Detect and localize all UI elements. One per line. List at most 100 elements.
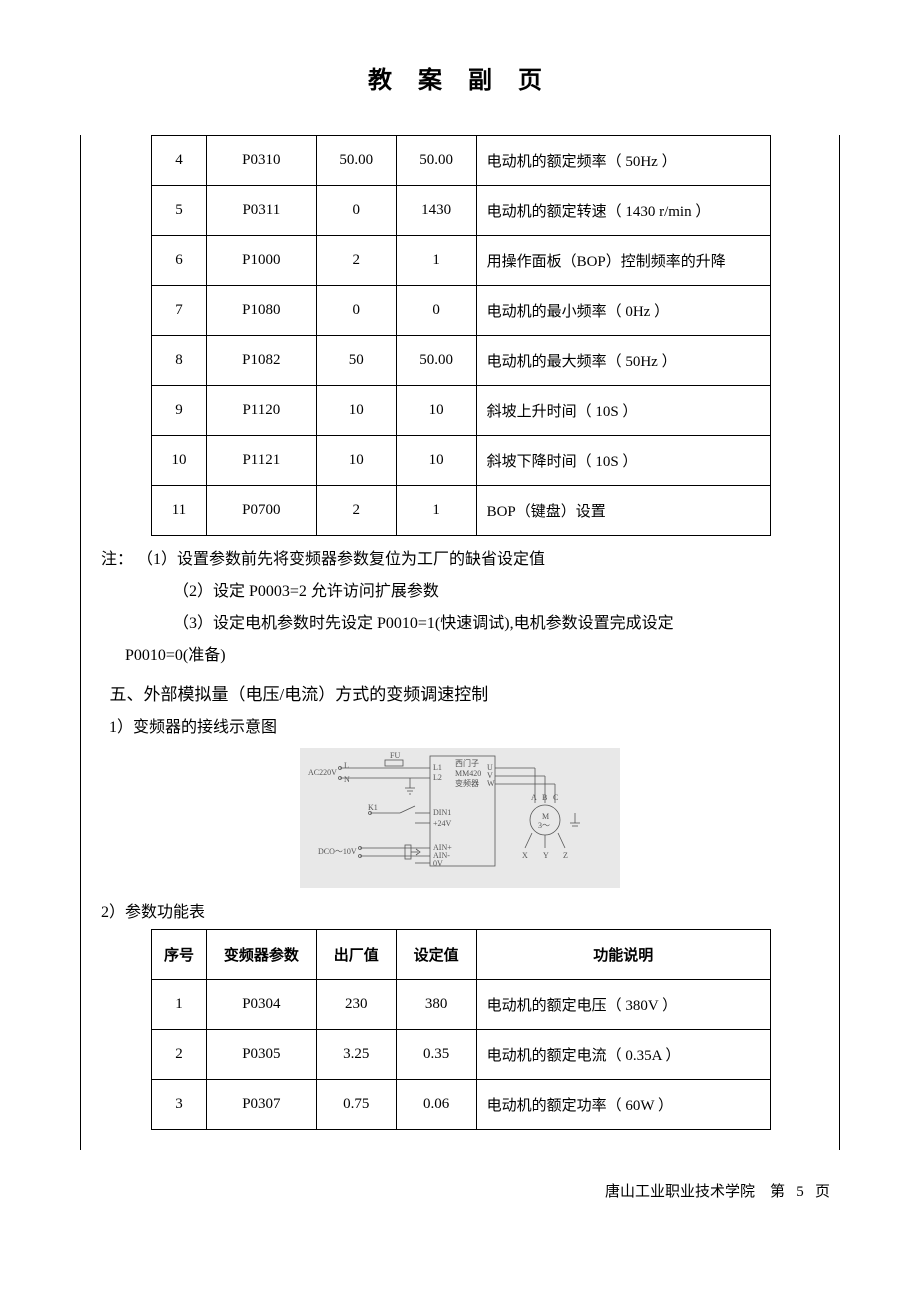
table-row: 11 P0700 2 1 BOP（键盘）设置 [152,486,771,536]
cell-seq: 7 [152,286,207,336]
cell-seq: 1 [152,980,207,1030]
note-3a: （3）设定电机参数时先设定 P0010=1(快速调试),电机参数设置完成设定 [101,608,819,640]
sub-heading-2: 2）参数功能表 [101,897,819,929]
cell-param: P0700 [206,486,316,536]
wiring-diagram: AC220V L N FU L1 L2 西门子 MM420 变频器 U V W … [101,748,819,893]
svg-text:M: M [542,812,549,821]
svg-text:L2: L2 [433,773,442,782]
svg-text:DIN1: DIN1 [433,808,451,817]
svg-text:B: B [542,793,547,802]
content-frame: 4 P0310 50.00 50.00 电动机的额定频率（ 50Hz ） 5 P… [80,135,840,1150]
cell-factory: 230 [316,980,396,1030]
cell-factory: 0.75 [316,1080,396,1130]
table-row: 1 P0304 230 380 电动机的额定电压（ 380V ） [152,980,771,1030]
table-row: 7 P1080 0 0 电动机的最小频率（ 0Hz ） [152,286,771,336]
table-header-row: 序号 变频器参数 出厂值 设定值 功能说明 [152,930,771,980]
cell-seq: 4 [152,136,207,186]
cell-set: 1 [396,486,476,536]
sub-heading-1: 1）变频器的接线示意图 [101,712,819,744]
cell-set: 0.35 [396,1030,476,1080]
svg-text:C: C [553,793,558,802]
cell-desc: 斜坡上升时间（ 10S ） [476,386,770,436]
note-lead: 注： [101,551,133,568]
svg-text:AC220V: AC220V [308,768,337,777]
cell-desc: 电动机的额定频率（ 50Hz ） [476,136,770,186]
cell-param: P1120 [206,386,316,436]
page-footer: 唐山工业职业技术学院 第 5 页 [80,1180,840,1201]
cell-param: P0304 [206,980,316,1030]
svg-text:3～: 3～ [538,821,550,830]
cell-set: 10 [396,436,476,486]
cell-desc: 电动机的额定电流（ 0.35A ） [476,1030,770,1080]
param-table-2-body: 1 P0304 230 380 电动机的额定电压（ 380V ） 2 P0305… [152,980,771,1130]
footer-page-prefix: 第 [770,1184,785,1200]
table-row: 4 P0310 50.00 50.00 电动机的额定频率（ 50Hz ） [152,136,771,186]
th-desc: 功能说明 [476,930,770,980]
cell-desc: 电动机的额定功率（ 60W ） [476,1080,770,1130]
cell-factory: 2 [316,486,396,536]
cell-seq: 5 [152,186,207,236]
table-row: 8 P1082 50 50.00 电动机的最大频率（ 50Hz ） [152,336,771,386]
th-seq: 序号 [152,930,207,980]
cell-param: P0310 [206,136,316,186]
cell-factory: 3.25 [316,1030,396,1080]
cell-seq: 6 [152,236,207,286]
svg-text:N: N [344,775,350,784]
param-table-2-head: 序号 变频器参数 出厂值 设定值 功能说明 [152,930,771,980]
cell-param: P0305 [206,1030,316,1080]
cell-factory: 0 [316,286,396,336]
param-table-1-body: 4 P0310 50.00 50.00 电动机的额定频率（ 50Hz ） 5 P… [152,136,771,536]
svg-text:MM420: MM420 [455,769,481,778]
cell-set: 50.00 [396,336,476,386]
th-param: 变频器参数 [206,930,316,980]
cell-set: 0 [396,286,476,336]
footer-school: 唐山工业职业技术学院 [605,1184,755,1200]
cell-seq: 9 [152,386,207,436]
cell-set: 380 [396,980,476,1030]
cell-desc: 电动机的最大频率（ 50Hz ） [476,336,770,386]
cell-desc: BOP（键盘）设置 [476,486,770,536]
footer-page-suffix: 页 [815,1184,830,1200]
cell-factory: 50 [316,336,396,386]
table-row: 2 P0305 3.25 0.35 电动机的额定电流（ 0.35A ） [152,1030,771,1080]
cell-set: 1430 [396,186,476,236]
param-table-2: 序号 变频器参数 出厂值 设定值 功能说明 1 P0304 230 380 电动… [151,929,771,1130]
cell-seq: 2 [152,1030,207,1080]
wiring-diagram-svg: AC220V L N FU L1 L2 西门子 MM420 变频器 U V W … [300,748,620,888]
table-row: 3 P0307 0.75 0.06 电动机的额定功率（ 60W ） [152,1080,771,1130]
svg-text:X: X [522,851,528,860]
cell-param: P1080 [206,286,316,336]
cell-seq: 3 [152,1080,207,1130]
cell-set: 1 [396,236,476,286]
note-line: 注： （1）设置参数前先将变频器参数复位为工厂的缺省设定值 [101,544,819,576]
cell-param: P1082 [206,336,316,386]
svg-text:0V: 0V [433,859,443,868]
footer-page-num: 5 [796,1184,804,1200]
document-page: 教 案 副 页 4 P0310 50.00 50.00 电动机的额定频率（ 50… [0,0,920,1241]
cell-factory: 0 [316,186,396,236]
cell-desc: 电动机的额定转速（ 1430 r/min ） [476,186,770,236]
svg-text:西门子: 西门子 [455,758,479,768]
svg-text:W: W [487,779,495,788]
cell-param: P1121 [206,436,316,486]
svg-text:K1: K1 [368,803,378,812]
svg-text:A: A [531,793,537,802]
param-table-1: 4 P0310 50.00 50.00 电动机的额定频率（ 50Hz ） 5 P… [151,135,771,536]
cell-factory: 50.00 [316,136,396,186]
cell-desc: 斜坡下降时间（ 10S ） [476,436,770,486]
note-3b: P0010=0(准备) [101,640,819,672]
cell-param: P0307 [206,1080,316,1130]
page-title: 教 案 副 页 [80,60,840,95]
cell-seq: 10 [152,436,207,486]
svg-text:变频器: 变频器 [455,778,479,788]
cell-desc: 用操作面板（BOP）控制频率的升降 [476,236,770,286]
cell-param: P0311 [206,186,316,236]
cell-param: P1000 [206,236,316,286]
cell-factory: 2 [316,236,396,286]
table-row: 5 P0311 0 1430 电动机的额定转速（ 1430 r/min ） [152,186,771,236]
svg-text:FU: FU [390,751,400,760]
cell-factory: 10 [316,386,396,436]
notes-block: 注： （1）设置参数前先将变频器参数复位为工厂的缺省设定值 （2）设定 P000… [101,544,819,672]
cell-set: 0.06 [396,1080,476,1130]
section-5-heading: 五、外部模拟量（电压/电流）方式的变频调速控制 [101,678,819,712]
